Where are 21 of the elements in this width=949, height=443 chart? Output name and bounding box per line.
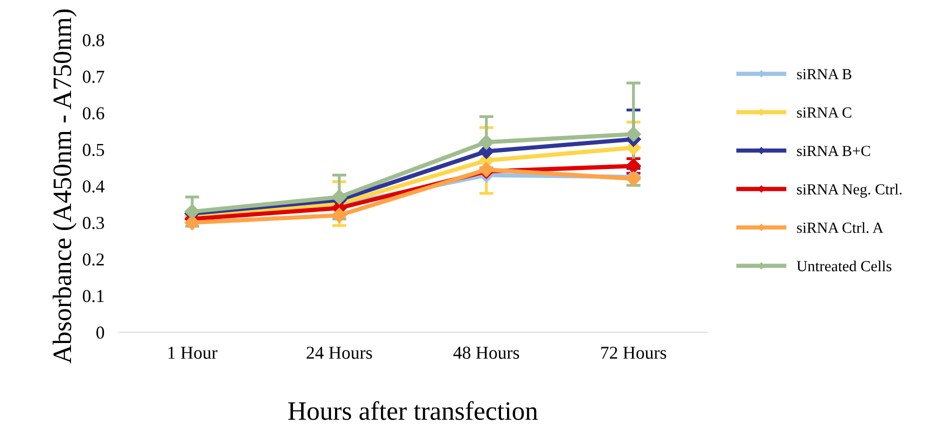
y-tick-label: 0.1 xyxy=(82,290,104,302)
legend-label: siRNA B+C xyxy=(797,146,870,156)
legend-label: siRNA Neg. Ctrl. xyxy=(797,184,902,198)
y-tick-label: 0.3 xyxy=(82,216,104,230)
y-tick-label: 0.2 xyxy=(82,253,104,266)
y-tick-label: 0.5 xyxy=(82,144,104,156)
legend-label: siRNA B xyxy=(797,69,852,80)
x-axis-title: Hours after transfection xyxy=(288,401,538,420)
x-tick-label: 24 Hours xyxy=(306,346,372,359)
x-tick-label: 48 Hours xyxy=(453,346,520,359)
legend-label: siRNA Ctrl. A xyxy=(797,222,884,233)
x-tick-label: 1 Hour xyxy=(168,346,218,359)
legend-label: Untreated Cells xyxy=(796,260,892,272)
y-tick-label: 0.6 xyxy=(82,107,104,120)
y-tick-label: 0 xyxy=(96,326,104,339)
y-tick-label: 0.4 xyxy=(82,180,104,193)
y-axis-title: Absorbance (A450nm - A750nm) xyxy=(52,9,77,364)
y-tick-label: 0.7 xyxy=(82,70,104,83)
y-tick-label: 0.8 xyxy=(82,34,104,46)
x-tick-label: 72 Hours xyxy=(601,346,666,359)
legend-label: siRNA C xyxy=(797,107,852,118)
